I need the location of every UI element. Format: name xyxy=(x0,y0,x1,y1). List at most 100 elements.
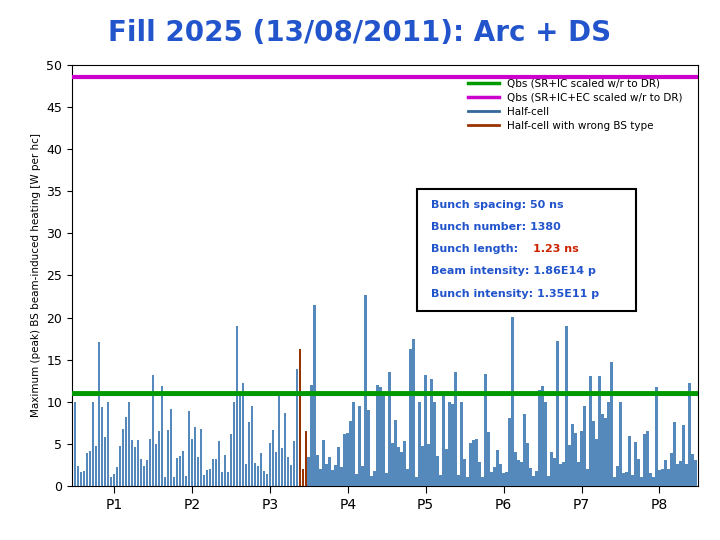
Bar xyxy=(619,402,622,486)
Bar xyxy=(413,339,415,486)
Bar xyxy=(331,470,334,486)
Bar xyxy=(284,413,286,486)
Bar xyxy=(382,394,385,486)
Bar xyxy=(442,395,445,486)
Bar xyxy=(113,474,115,486)
Bar xyxy=(199,429,202,486)
Bar xyxy=(209,469,211,486)
Bar xyxy=(281,448,283,486)
Bar xyxy=(356,474,358,486)
Bar xyxy=(83,471,85,486)
Y-axis label: Maximum (peak) BS beam-induced heating [W per hc]: Maximum (peak) BS beam-induced heating [… xyxy=(31,133,41,417)
Bar xyxy=(446,449,448,486)
Bar xyxy=(295,369,298,486)
Bar xyxy=(557,341,559,486)
Text: Bunch intensity: 1.35E11 p: Bunch intensity: 1.35E11 p xyxy=(431,288,599,299)
Bar xyxy=(604,418,607,486)
Bar xyxy=(251,406,253,486)
Bar xyxy=(487,431,490,486)
Bar xyxy=(91,402,94,486)
Bar xyxy=(595,439,598,486)
Bar xyxy=(503,472,505,486)
Bar xyxy=(346,433,349,486)
Bar xyxy=(212,459,214,486)
Bar xyxy=(431,380,433,486)
Bar xyxy=(643,434,646,486)
Bar xyxy=(421,447,424,486)
Bar xyxy=(539,390,541,486)
Bar xyxy=(320,469,322,486)
Bar xyxy=(397,447,400,486)
Bar xyxy=(544,402,546,486)
Bar xyxy=(460,402,463,486)
Bar xyxy=(547,476,550,486)
Text: 1.23 ns: 1.23 ns xyxy=(533,244,579,254)
Bar xyxy=(565,326,568,486)
Bar xyxy=(148,439,151,486)
Bar xyxy=(86,453,89,486)
Bar xyxy=(349,421,352,486)
Bar xyxy=(433,402,436,486)
Bar xyxy=(292,441,295,486)
Bar xyxy=(436,456,439,486)
Bar xyxy=(125,417,127,486)
Bar xyxy=(529,468,532,486)
Bar xyxy=(89,451,91,486)
Bar xyxy=(521,462,523,486)
Bar xyxy=(688,383,690,486)
Bar xyxy=(338,447,340,486)
Bar xyxy=(667,469,670,486)
Bar xyxy=(377,384,379,486)
Bar xyxy=(541,387,544,486)
Text: Bunch length:: Bunch length: xyxy=(431,244,522,254)
Bar xyxy=(170,409,172,486)
Bar xyxy=(676,463,679,486)
Bar xyxy=(449,402,451,486)
Bar xyxy=(302,469,304,486)
Bar xyxy=(343,434,346,486)
Bar xyxy=(277,395,280,486)
Bar xyxy=(379,387,382,486)
Bar xyxy=(589,376,592,486)
Bar xyxy=(307,457,310,486)
Bar xyxy=(457,475,460,486)
Bar xyxy=(77,467,79,486)
Bar xyxy=(406,469,409,486)
Bar xyxy=(137,440,139,486)
Bar xyxy=(274,453,277,486)
Bar xyxy=(224,455,226,486)
Bar xyxy=(625,472,628,486)
Bar xyxy=(374,471,376,486)
Bar xyxy=(493,467,496,486)
Bar xyxy=(532,476,535,486)
Bar xyxy=(472,440,475,486)
Bar xyxy=(400,452,403,486)
Bar xyxy=(694,460,697,486)
Bar xyxy=(161,386,163,486)
Bar xyxy=(140,459,143,486)
Bar xyxy=(646,431,649,486)
Bar xyxy=(583,406,586,486)
Bar xyxy=(359,406,361,486)
Bar xyxy=(166,430,169,486)
Bar xyxy=(559,464,562,486)
Bar xyxy=(245,464,247,486)
Bar xyxy=(637,459,640,486)
Bar xyxy=(685,464,688,486)
Bar xyxy=(613,477,616,486)
Bar xyxy=(256,467,259,486)
Bar xyxy=(478,462,481,486)
Bar xyxy=(248,422,250,486)
Bar xyxy=(577,462,580,486)
Bar xyxy=(104,437,107,486)
Bar xyxy=(313,305,316,486)
Bar xyxy=(679,461,682,486)
Bar xyxy=(428,444,430,486)
Bar xyxy=(517,460,520,486)
Bar xyxy=(152,375,154,486)
Bar xyxy=(181,451,184,486)
Bar xyxy=(628,436,631,486)
Bar xyxy=(451,404,454,486)
Bar xyxy=(622,473,625,486)
Bar xyxy=(305,431,307,486)
